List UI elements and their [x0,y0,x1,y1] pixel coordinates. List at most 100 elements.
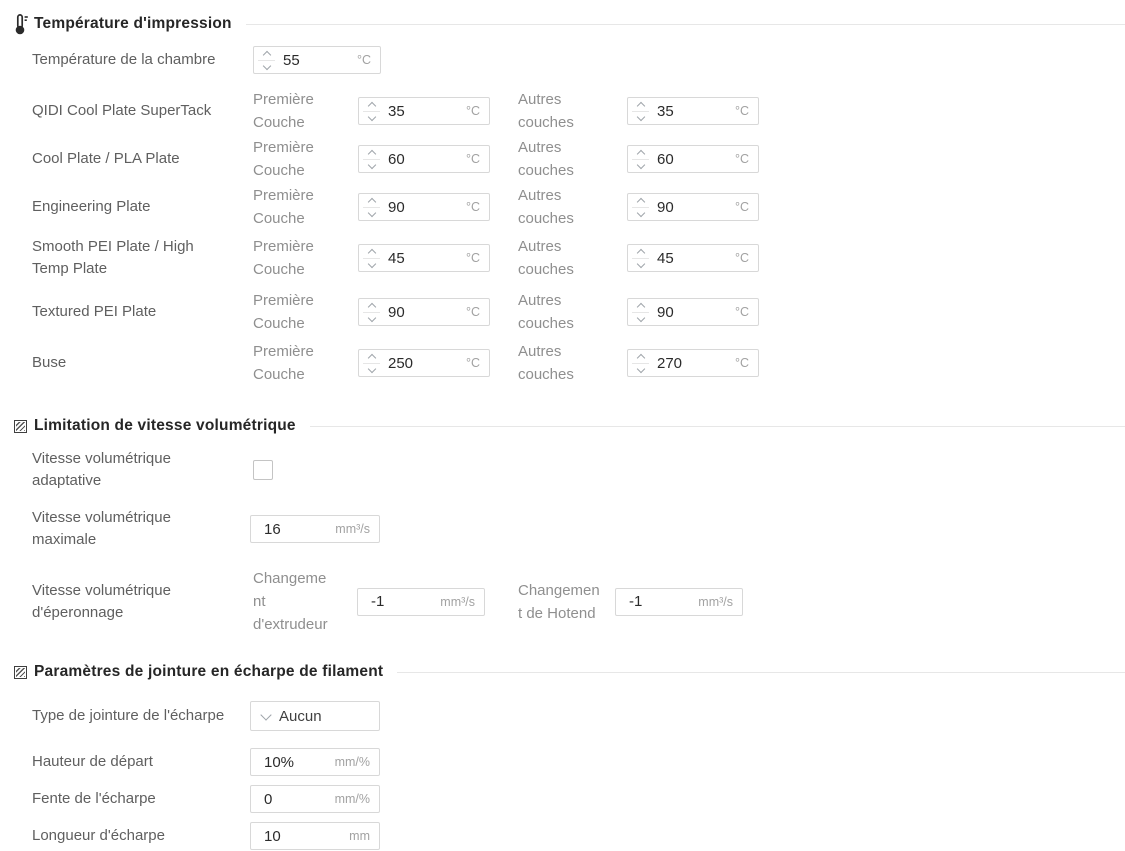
other-layers-sublabel: Autres couches [518,139,574,179]
input-unit: mm [349,829,370,843]
other-layers-sublabel: Autres couches [518,187,574,227]
spinner-buttons[interactable] [628,353,653,374]
setting-label: Température de la chambre [32,51,216,68]
section-header: Limitation de vitesse volumétrique [10,416,1125,436]
extruder-change-input[interactable]: -1 mm³/s [357,587,485,616]
other-layers-sublabel: Autres couches [518,292,574,332]
spin-up-icon[interactable] [367,353,376,363]
spinner-buttons[interactable] [628,149,653,170]
spin-up-icon[interactable] [636,149,645,159]
scarf-start-height-input[interactable]: 10% mm/% [250,748,380,776]
spin-down-icon[interactable] [636,208,645,218]
setting-label: Type de jointure de l'écharpe [32,707,225,724]
input-unit: °C [465,104,480,118]
spin-up-icon[interactable] [367,248,376,258]
smooth-pei-first-layer-input[interactable]: 45 °C [358,244,490,272]
first-layer-sublabel: Première Couche [253,292,314,332]
input-unit: °C [356,53,371,67]
spin-up-icon[interactable] [636,197,645,207]
input-unit: °C [734,251,749,265]
other-layers-sublabel: Autres couches [518,238,574,278]
spin-down-icon[interactable] [262,61,271,71]
setting-label: Hauteur de départ [32,753,153,770]
spin-up-icon[interactable] [636,353,645,363]
spin-up-icon[interactable] [367,101,376,111]
spin-down-icon[interactable] [367,112,376,122]
cool-plate-first-layer-input[interactable]: 60 °C [358,145,490,173]
hotend-change-input[interactable]: -1 mm³/s [615,587,743,616]
input-unit: °C [465,305,480,319]
qidi-supertack-other-layers-input[interactable]: 35 °C [627,97,759,125]
row-scarf-length: Longueur d'écharpe 10 mm [32,821,1125,851]
row-textured-pei-plate: Textured PEI Plate Première Couche 90 °C… [32,286,1125,338]
spinner-buttons[interactable] [359,197,384,218]
cool-plate-other-layers-input[interactable]: 60 °C [627,145,759,173]
section-divider [397,671,1125,673]
other-layers-sublabel: Autres couches [518,91,574,131]
spinner-buttons[interactable] [359,149,384,170]
input-value: 90 [388,198,405,216]
spinner-buttons[interactable] [359,248,384,269]
textured-pei-other-layers-input[interactable]: 90 °C [627,298,759,326]
row-scarf-joint-type: Type de jointure de l'écharpe Aucun [32,693,1125,739]
input-value: 55 [283,51,300,69]
chamber-temp-input[interactable]: 55 °C [253,46,381,74]
spin-up-icon[interactable] [367,149,376,159]
input-unit: mm/% [334,755,370,769]
section-divider [309,425,1125,427]
spinner-buttons[interactable] [359,101,384,122]
spinner-divider [363,312,380,313]
nozzle-first-layer-input[interactable]: 250 °C [358,349,490,377]
scarf-joint-type-dropdown[interactable]: Aucun [250,701,380,731]
spin-down-icon[interactable] [367,364,376,374]
engineering-plate-other-layers-input[interactable]: 90 °C [627,193,759,221]
input-unit: °C [465,200,480,214]
spin-down-icon[interactable] [636,259,645,269]
engineering-plate-first-layer-input[interactable]: 90 °C [358,193,490,221]
max-volumetric-speed-input[interactable]: 16 mm³/s [250,515,380,543]
spin-down-icon[interactable] [636,313,645,323]
spinner-buttons[interactable] [628,302,653,323]
qidi-supertack-first-layer-input[interactable]: 35 °C [358,97,490,125]
spin-up-icon[interactable] [636,101,645,111]
spin-up-icon[interactable] [636,248,645,258]
textured-pei-first-layer-input[interactable]: 90 °C [358,298,490,326]
spinner-buttons[interactable] [359,353,384,374]
row-ramming-volumetric-speed: Vitesse volumétrique d'éperonnage Change… [32,567,1125,636]
spin-down-icon[interactable] [636,364,645,374]
scarf-length-input[interactable]: 10 mm [250,822,380,850]
spin-down-icon[interactable] [367,313,376,323]
first-layer-sublabel: Première Couche [253,343,314,383]
spinner-buttons[interactable] [628,248,653,269]
spinner-buttons[interactable] [254,50,279,71]
spin-down-icon[interactable] [636,160,645,170]
input-value: 10% [264,753,295,771]
input-unit: °C [465,152,480,166]
spinner-divider [632,312,649,313]
scarf-slit-input[interactable]: 0 mm/% [250,785,380,813]
spin-down-icon[interactable] [367,160,376,170]
spin-up-icon[interactable] [636,302,645,312]
setting-label: Longueur d'écharpe [32,827,165,844]
spin-down-icon[interactable] [367,259,376,269]
spinner-divider [363,207,380,208]
setting-label: Vitesse volumétrique d'éperonnage [32,581,171,621]
input-value: 270 [657,354,683,372]
spinner-divider [632,258,649,259]
spinner-buttons[interactable] [628,197,653,218]
nozzle-other-layers-input[interactable]: 270 °C [627,349,759,377]
input-unit: °C [734,200,749,214]
spinner-buttons[interactable] [359,302,384,323]
smooth-pei-other-layers-input[interactable]: 45 °C [627,244,759,272]
spinner-buttons[interactable] [628,101,653,122]
spin-up-icon[interactable] [262,50,271,60]
spin-up-icon[interactable] [367,302,376,312]
spin-down-icon[interactable] [367,208,376,218]
spin-down-icon[interactable] [636,112,645,122]
other-layers-sublabel: Autres couches [518,343,574,383]
section-title: Température d'impression [34,15,232,32]
spin-up-icon[interactable] [367,197,376,207]
setting-label: Vitesse volumétrique maximale [32,509,171,548]
adaptive-volumetric-speed-checkbox[interactable] [253,460,273,480]
setting-label: Vitesse volumétrique adaptative [32,450,171,489]
